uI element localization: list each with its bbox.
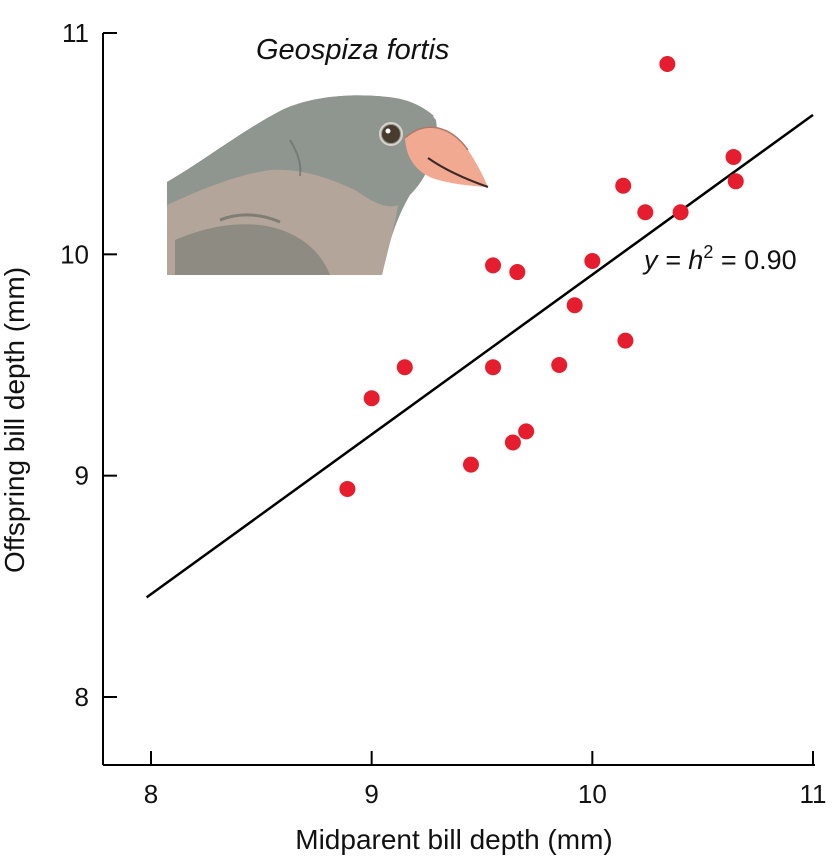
y-tick-label: 8 [75,682,89,712]
data-point [566,297,583,314]
x-tick-label: 10 [578,779,607,809]
data-point [551,357,568,373]
data-point [518,423,535,440]
y-tick-label: 10 [60,239,89,269]
trendline-layer [145,113,814,599]
data-point [363,390,380,407]
equation-symbol: h [688,245,703,275]
data-point [339,480,356,497]
data-point [584,252,601,269]
y-axis-title: Offspring bill depth (mm) [0,267,30,573]
chart-title: Geospiza fortis [256,34,449,66]
data-point [462,456,479,473]
equation-suffix: = 0.90 [713,245,796,275]
data-point [637,204,654,221]
x-tick-label: 9 [364,779,378,809]
data-point [672,204,689,221]
data-point [509,264,526,281]
equation-annotation: y = h2 = 0.90 [642,242,797,275]
data-point [485,257,502,274]
regression-line [145,113,814,599]
axes: 8 9 10 11 8 9 10 11 [60,18,826,809]
equation-superscript: 2 [703,242,713,262]
finch-head-icon [167,95,489,275]
equation-prefix: y = [642,245,688,275]
data-point [504,434,521,451]
x-axis-title: Midparent bill depth (mm) [295,824,612,855]
data-point [725,148,742,165]
data-point [727,173,744,190]
y-tick-label: 11 [62,18,89,48]
x-tick-label: 11 [800,779,827,809]
data-point [659,55,676,72]
y-tick-label: 9 [75,461,89,491]
data-point [485,359,502,376]
data-point [617,332,634,349]
data-point [396,359,413,376]
points-layer [339,55,744,497]
data-point [615,177,632,194]
x-tick-label: 8 [144,779,158,809]
